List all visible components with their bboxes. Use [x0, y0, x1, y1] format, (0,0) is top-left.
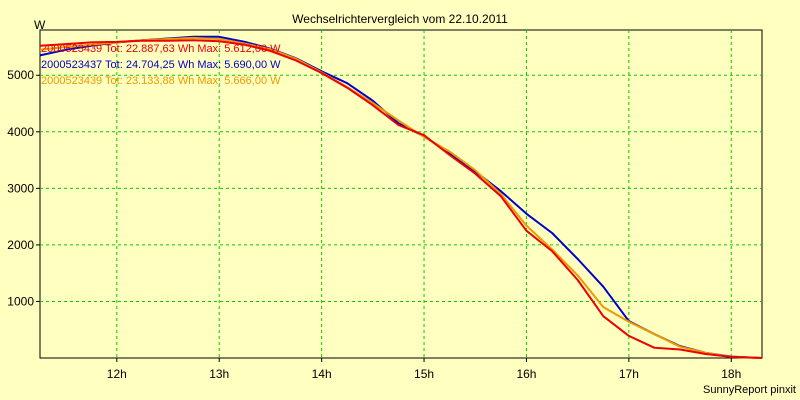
x-tick-label: 14h	[312, 367, 332, 381]
legend-entry-3: 2000523439 Tot: 23.133,88 Wh Max: 5.666,…	[41, 75, 281, 87]
plot-area	[39, 29, 763, 359]
y-tick-label: 5000	[7, 68, 34, 82]
footer-credit: SunnyReport pinxit	[703, 384, 796, 396]
y-axis: 1000 2000 3000 4000 5000	[7, 68, 40, 308]
legend-entry-2: 2000523439 Tot: 22.887,63 Wh Max: 5.612,…	[41, 43, 281, 55]
chart-title: Wechselrichtervergleich vom 22.10.2011	[292, 12, 508, 26]
legend-entry-1: 2000523437 Tot: 24.704,25 Wh Max: 5.690,…	[41, 59, 281, 71]
series-line-2	[39, 39, 763, 359]
x-tick-label: 16h	[516, 367, 536, 381]
series-lines	[39, 35, 763, 359]
x-tick-label: 17h	[619, 367, 639, 381]
grid	[40, 30, 762, 358]
x-tick-label: 12h	[107, 367, 127, 381]
y-tick-label: 2000	[7, 238, 34, 252]
legend: 2000523439 Tot: 22.887,63 Wh Max: 5.612,…	[41, 43, 281, 87]
x-tick-label: 18h	[721, 367, 741, 381]
x-tick-label: 13h	[209, 367, 229, 381]
series-line-3	[39, 36, 763, 359]
x-tick-label: 15h	[414, 367, 434, 381]
y-tick-label: 1000	[7, 294, 34, 308]
y-tick-label: 4000	[7, 125, 34, 139]
x-axis: 12h 13h 14h 15h 16h 17h 18h	[107, 358, 741, 381]
y-axis-unit-label: W	[34, 18, 46, 32]
y-tick-label: 3000	[7, 181, 34, 195]
